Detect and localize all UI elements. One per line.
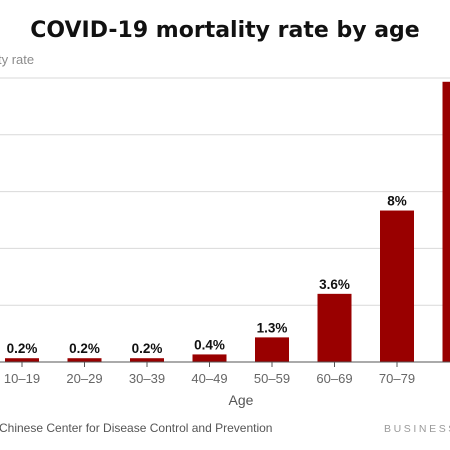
gridlines: [0, 77, 450, 306]
data-label: 0.2%: [69, 341, 100, 356]
bar: [442, 81, 450, 362]
data-label: 1.3%: [257, 320, 288, 335]
data-label: 0.2%: [7, 341, 38, 356]
x-axis-label: Age: [229, 392, 254, 408]
x-tick-label: 70–79: [379, 371, 415, 386]
bar: [255, 337, 289, 362]
data-label: 0.4%: [194, 337, 225, 352]
bars: [5, 81, 450, 362]
source-note: Chinese Center for Disease Control and P…: [0, 421, 272, 435]
x-tick-label: 50–59: [254, 371, 290, 386]
bar: [130, 358, 164, 362]
data-labels: 0.2%0.2%0.2%0.4%1.3%3.6%8%14: [7, 194, 407, 357]
data-label: 0.2%: [132, 341, 163, 356]
y-axis-label: ty rate: [0, 52, 34, 67]
x-tick-label: 20–29: [66, 371, 102, 386]
x-tick-label: 60–69: [316, 371, 352, 386]
bar: [5, 358, 39, 362]
x-tick-label: 10–19: [4, 371, 40, 386]
x-tick-label: 40–49: [191, 371, 227, 386]
data-label: 3.6%: [319, 277, 350, 292]
bar: [67, 358, 102, 362]
brand-logo: BUSINESS IN: [384, 423, 450, 435]
bar: [380, 210, 414, 362]
x-tick-label: 30–39: [129, 371, 165, 386]
chart-title: COVID-19 mortality rate by age: [30, 18, 419, 43]
data-label: 8%: [387, 194, 407, 209]
bar: [317, 293, 352, 362]
bar: [192, 354, 227, 362]
